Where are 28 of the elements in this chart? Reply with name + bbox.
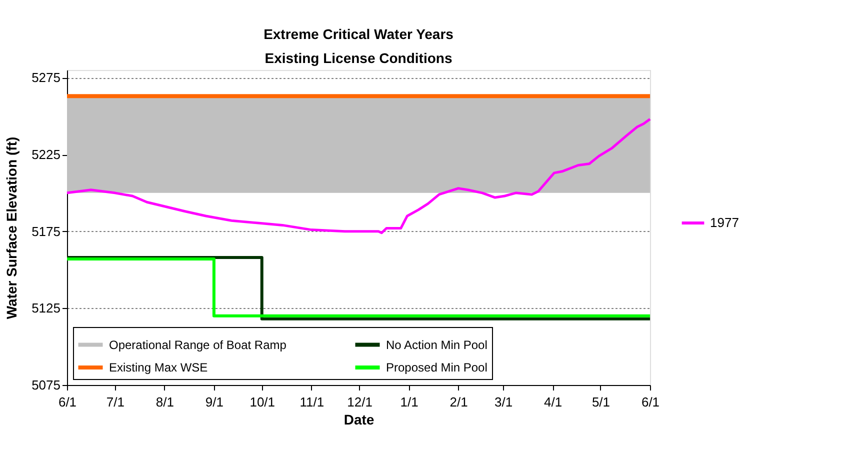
y-axis-title: Water Surface Elevation (ft)	[4, 136, 20, 320]
legend-label: Proposed Min Pool	[386, 360, 488, 374]
x-tick-label: 9/1	[205, 394, 224, 410]
x-tick-label: 5/1	[592, 394, 610, 410]
x-tick-label: 11/1	[300, 394, 324, 410]
x-tick-label: 7/1	[106, 394, 124, 410]
legend-label: No Action Min Pool	[386, 338, 488, 352]
y-tick-label: 5275	[32, 70, 60, 86]
x-tick-label: 8/1	[156, 394, 174, 410]
legend-label: 1977	[710, 215, 739, 230]
chart-title: Extreme Critical Water Years	[264, 26, 454, 42]
y-tick-label: 5225	[32, 147, 60, 162]
y-tick-label: 5075	[32, 378, 60, 392]
x-axis-title: Date	[344, 412, 374, 428]
x-tick-label: 1/1	[400, 394, 418, 410]
x-tick-label: 4/1	[544, 394, 562, 410]
y-tick-label: 5125	[32, 300, 60, 316]
x-tick-label: 6/1	[58, 394, 77, 410]
x-tick-label: 12/1	[347, 394, 372, 410]
legend-label: Existing Max WSE	[109, 360, 208, 374]
x-tick-label: 3/1	[494, 394, 513, 410]
x-tick-label: 2/1	[450, 394, 468, 410]
x-tick-label: 10/1	[250, 394, 276, 410]
x-tick-label: 6/1	[641, 394, 660, 410]
line-series	[66, 118, 652, 234]
legend-label: Operational Range of Boat Ramp	[109, 338, 287, 352]
y-tick-label: 5175	[32, 224, 60, 239]
chart-subtitle: Existing License Conditions	[264, 50, 452, 66]
